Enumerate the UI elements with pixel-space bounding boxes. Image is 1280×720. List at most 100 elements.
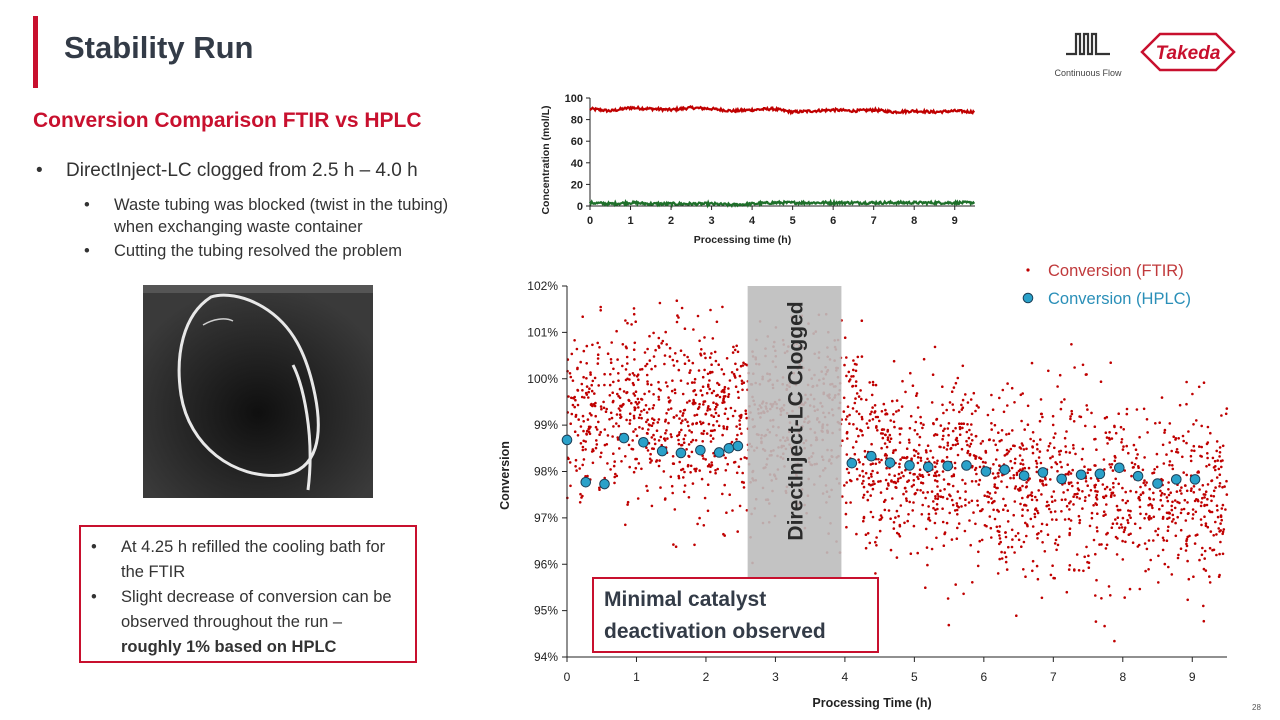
ftir-point — [1129, 516, 1132, 519]
ftir-point — [909, 371, 912, 375]
ftir-point — [908, 471, 912, 475]
bullet-main: DirectInject-LC clogged from 2.5 h – 4.0… — [36, 158, 486, 184]
ftir-point — [951, 503, 955, 507]
ftir-point — [667, 421, 670, 425]
ftir-point — [949, 447, 952, 451]
ftir-point — [665, 412, 668, 415]
top-x-tick-label: 3 — [709, 215, 715, 227]
ftir-point — [680, 443, 684, 447]
ftir-point — [613, 481, 616, 485]
ftir-point — [588, 412, 592, 415]
ftir-point — [633, 406, 636, 409]
ftir-point — [606, 462, 609, 465]
ftir-point — [666, 437, 669, 440]
ftir-point — [868, 541, 872, 545]
ftir-point — [847, 370, 851, 374]
ftir-point — [655, 429, 659, 432]
ftir-point — [939, 424, 943, 427]
ftir-point — [615, 422, 618, 425]
ftir-point — [679, 410, 682, 413]
ftir-point — [608, 418, 611, 421]
ftir-point — [720, 390, 724, 393]
ftir-point — [1119, 523, 1123, 526]
ftir-point — [1087, 468, 1090, 471]
ftir-point — [854, 384, 858, 388]
ftir-point — [1116, 516, 1120, 519]
ftir-point — [1097, 479, 1100, 482]
ftir-point — [700, 422, 703, 426]
ftir-point — [927, 517, 930, 521]
ftir-point — [960, 403, 963, 407]
ftir-point — [1192, 444, 1196, 448]
ftir-point — [588, 432, 592, 436]
ftir-point — [710, 391, 714, 395]
ftir-point — [631, 439, 634, 442]
ftir-point — [881, 436, 885, 440]
ftir-point — [728, 379, 732, 382]
ftir-point — [893, 425, 896, 429]
ftir-point — [646, 380, 649, 383]
ftir-point — [1141, 491, 1145, 494]
ftir-point — [1209, 510, 1212, 514]
ftir-point — [1121, 516, 1125, 520]
ftir-point — [1035, 498, 1039, 502]
ftir-point — [913, 454, 916, 457]
hplc-point — [732, 440, 744, 452]
ftir-point — [1015, 614, 1018, 617]
ftir-point — [1098, 543, 1101, 546]
ftir-point — [984, 449, 987, 453]
ftir-point — [968, 428, 971, 432]
ftir-point — [702, 457, 705, 460]
ftir-point — [1208, 581, 1212, 584]
ftir-point — [621, 343, 625, 346]
ftir-point — [1025, 534, 1028, 538]
ftir-point — [585, 385, 589, 388]
ftir-point — [648, 334, 651, 338]
ftir-point — [606, 434, 610, 437]
ftir-point — [600, 451, 603, 455]
ftir-point — [1064, 445, 1067, 448]
ftir-point — [897, 477, 900, 481]
ftir-point — [581, 463, 584, 467]
ftir-point — [998, 396, 1001, 400]
ftir-point — [617, 372, 620, 375]
ftir-point — [879, 491, 883, 494]
ftir-point — [672, 543, 675, 546]
ftir-point — [698, 402, 701, 406]
ftir-point — [1192, 491, 1196, 494]
ftir-point — [935, 470, 939, 473]
ftir-point — [1199, 504, 1203, 508]
ftir-point — [1020, 545, 1023, 548]
ftir-point — [1092, 504, 1095, 507]
ftir-point — [1137, 543, 1141, 547]
ftir-point — [926, 491, 929, 494]
ftir-point — [1176, 500, 1179, 504]
ftir-point — [1185, 380, 1188, 384]
ftir-point — [945, 455, 949, 459]
hplc-point — [904, 460, 915, 471]
ftir-point — [851, 407, 855, 410]
ftir-point — [845, 431, 849, 435]
ftir-point — [1092, 538, 1096, 542]
ftir-point — [596, 362, 600, 365]
ftir-point — [1121, 558, 1125, 561]
ftir-point — [703, 352, 706, 355]
ftir-point — [694, 439, 698, 442]
ftir-point — [976, 564, 980, 568]
ftir-point — [935, 418, 938, 421]
ftir-point — [714, 471, 717, 475]
ftir-point — [612, 425, 615, 428]
ftir-point — [580, 395, 584, 399]
ftir-point — [979, 457, 983, 460]
ftir-point — [970, 433, 973, 436]
ftir-point — [1005, 433, 1008, 436]
ftir-point — [1115, 504, 1119, 508]
ftir-point — [864, 533, 868, 536]
ftir-point — [1059, 460, 1062, 464]
ftir-point — [1004, 535, 1008, 539]
ftir-point — [1013, 401, 1016, 404]
ftir-point — [850, 375, 853, 378]
ftir-point — [1133, 522, 1137, 526]
ftir-point — [653, 438, 656, 441]
ftir-point — [1175, 448, 1179, 451]
